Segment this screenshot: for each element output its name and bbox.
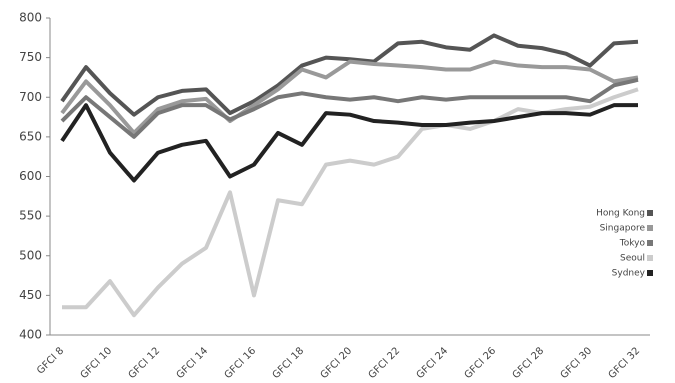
series-line — [60, 77, 639, 139]
x-tick-label: GFCI 22 — [367, 345, 403, 381]
legend-swatch — [647, 240, 653, 246]
legend-label: Singapore — [600, 224, 646, 234]
legend-swatch — [647, 270, 653, 276]
legend-swatch — [647, 210, 653, 216]
x-tick-label: GFCI 18 — [271, 345, 307, 381]
legend-label: Hong Kong — [596, 209, 645, 219]
legend-swatch — [647, 255, 653, 261]
x-tick-label: GFCI 28 — [511, 345, 547, 381]
x-tick-label: GFCI 24 — [415, 345, 451, 381]
x-tick-label: GFCI 8 — [35, 345, 66, 376]
y-tick-label: 750 — [19, 50, 42, 64]
x-tick-label: GFCI 10 — [79, 345, 115, 381]
x-tick-label: GFCI 20 — [319, 345, 355, 381]
series-line — [60, 33, 639, 117]
legend-label: Seoul — [620, 254, 645, 264]
y-tick-label: 700 — [19, 90, 42, 104]
y-tick-label: 650 — [19, 129, 42, 143]
y-tick-label: 450 — [19, 288, 42, 302]
y-tick-label: 600 — [19, 169, 42, 183]
x-tick-label: GFCI 14 — [175, 345, 211, 381]
y-tick-label: 800 — [19, 11, 42, 25]
y-tick-label: 400 — [19, 328, 42, 342]
series-line — [60, 59, 639, 135]
x-tick-label: GFCI 30 — [559, 345, 595, 381]
x-tick-label: GFCI 26 — [463, 345, 499, 381]
series-line — [60, 103, 638, 183]
y-tick-label: 550 — [19, 209, 42, 223]
legend: Hong Kong Singapore Tokyo Seoul Sydney — [596, 209, 653, 279]
x-tick-label: GFCI 12 — [127, 345, 163, 381]
legend-label: Tokyo — [619, 239, 646, 249]
legend-swatch — [647, 225, 653, 231]
x-tick-label: GFCI 16 — [223, 345, 259, 381]
legend-label: Sydney — [612, 269, 646, 279]
x-tick-label: GFCI 32 — [607, 345, 643, 381]
y-tick-label: 500 — [19, 248, 42, 262]
